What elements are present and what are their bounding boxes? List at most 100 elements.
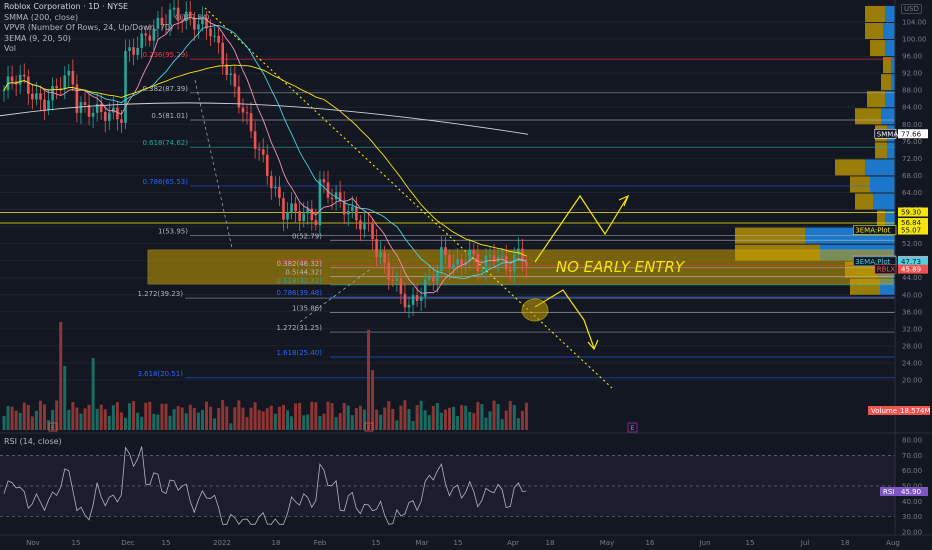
price-badge-box bbox=[898, 129, 928, 139]
volume-bar bbox=[217, 408, 221, 430]
volume-bar bbox=[346, 405, 350, 430]
volume-bar bbox=[419, 400, 423, 430]
volume-bar bbox=[22, 402, 26, 430]
candle-body bbox=[128, 47, 131, 51]
candle-body bbox=[201, 17, 204, 25]
volume-bar bbox=[508, 400, 512, 430]
volume-bar bbox=[75, 407, 79, 430]
volume-bar bbox=[379, 414, 383, 430]
candle-body bbox=[71, 70, 75, 85]
fib-level-label: 0.236(95.29) bbox=[142, 51, 188, 59]
time-axis-label: 2022 bbox=[213, 539, 231, 547]
currency-label[interactable]: USD bbox=[901, 4, 922, 14]
rsi-legend[interactable]: RSI (14, close) bbox=[4, 437, 62, 446]
legend-3ema[interactable]: 3EMA (9, 20, 50) bbox=[4, 33, 71, 43]
candle-body bbox=[59, 88, 62, 90]
candle-body bbox=[10, 76, 14, 82]
volume-bar bbox=[172, 409, 176, 430]
ema-9-line bbox=[3, 16, 527, 294]
volume-bar bbox=[488, 411, 492, 430]
candle-body bbox=[468, 249, 472, 263]
earnings-marker-icon bbox=[48, 422, 58, 432]
volume-bar bbox=[10, 406, 14, 430]
fib-level-label: 0(52.79) bbox=[292, 232, 322, 240]
time-axis-label: 18 bbox=[841, 539, 850, 547]
candle-body bbox=[184, 11, 188, 22]
volume-bar bbox=[229, 423, 233, 430]
candle-body bbox=[156, 17, 160, 29]
candle-body bbox=[322, 179, 326, 183]
candle-body bbox=[31, 93, 34, 100]
candle-body bbox=[314, 220, 318, 226]
volume-bar bbox=[107, 415, 111, 430]
volume-bar bbox=[298, 402, 302, 430]
volume-bar bbox=[225, 406, 229, 430]
volume-bar bbox=[452, 406, 456, 430]
candle-body bbox=[346, 210, 350, 215]
projection-down-path bbox=[534, 289, 595, 349]
candle-body bbox=[282, 198, 285, 220]
candle-body bbox=[103, 112, 107, 121]
volume-bar bbox=[456, 415, 460, 430]
rsi-axis-label: 60.00 bbox=[902, 467, 922, 475]
candle-body bbox=[452, 264, 455, 269]
fib-level-label: 0.618(74.62) bbox=[142, 139, 188, 147]
volume-bar bbox=[205, 401, 208, 430]
volume-bar bbox=[115, 402, 119, 430]
volume-bar bbox=[261, 411, 265, 430]
price-axis-label: 32.00 bbox=[902, 325, 922, 333]
vpvr-bar-down bbox=[865, 5, 885, 22]
fib-level-label: 0.5(81.01) bbox=[151, 112, 188, 120]
time-axis-label: 18 bbox=[272, 539, 281, 547]
price-badge-name-box bbox=[852, 225, 897, 235]
rsi-axis-label: 80.00 bbox=[902, 437, 922, 445]
volume-bar bbox=[326, 401, 330, 430]
fib-level-label: 0.786(65.53) bbox=[142, 178, 188, 186]
candle-body bbox=[375, 239, 378, 257]
volume-bar bbox=[91, 358, 95, 430]
candle-body bbox=[160, 17, 164, 25]
time-axis-label: Aug bbox=[886, 539, 900, 547]
candle-body bbox=[39, 93, 42, 100]
candle-body bbox=[379, 252, 382, 257]
projection-down-arrowhead bbox=[587, 339, 599, 351]
volume-bar bbox=[196, 412, 200, 430]
legend-smma[interactable]: SMMA (200, close) bbox=[4, 12, 79, 22]
volume-bar bbox=[176, 406, 180, 430]
candle-body bbox=[99, 103, 103, 113]
vpvr-bar-up bbox=[891, 74, 895, 91]
fib-level-label: 0.236(46.79) bbox=[276, 258, 322, 266]
price-badge: SMMA 77.66 bbox=[874, 128, 928, 139]
candle-body bbox=[436, 271, 439, 282]
legend-vpvr[interactable]: VPVR (Number Of Rows, 24, Up/Down, 70) bbox=[4, 23, 174, 32]
volume-bar bbox=[265, 408, 269, 430]
volume-bar bbox=[160, 403, 164, 430]
volume-bar bbox=[164, 403, 168, 430]
candle-body bbox=[306, 208, 310, 214]
volume-bar bbox=[213, 418, 217, 430]
time-axis-label: 15 bbox=[72, 539, 81, 547]
candle-body bbox=[124, 50, 127, 123]
price-badge-value: 45.89 bbox=[901, 266, 921, 274]
candle-body bbox=[294, 203, 297, 212]
volume-bar bbox=[443, 409, 447, 430]
legend-volume[interactable]: Vol bbox=[4, 44, 16, 53]
candle-body bbox=[257, 148, 261, 150]
price-axis-label: 80.00 bbox=[902, 121, 922, 129]
volume-bar bbox=[180, 407, 184, 430]
candle-body bbox=[472, 249, 476, 255]
fib-level-label: 0.5(44.32) bbox=[285, 268, 322, 276]
candle-body bbox=[355, 207, 358, 221]
candle-body bbox=[241, 107, 245, 113]
volume-bar bbox=[111, 405, 115, 430]
volume-bar bbox=[245, 417, 249, 430]
fib-level-label: 1(35.86) bbox=[292, 304, 322, 312]
price-badge: RBLX 45.89 bbox=[874, 264, 928, 274]
candle-body bbox=[448, 255, 451, 269]
candle-body bbox=[213, 35, 216, 37]
volume-badge-value: 18.574M bbox=[900, 407, 931, 415]
candle-body bbox=[342, 201, 346, 215]
volume-bar bbox=[314, 402, 318, 430]
